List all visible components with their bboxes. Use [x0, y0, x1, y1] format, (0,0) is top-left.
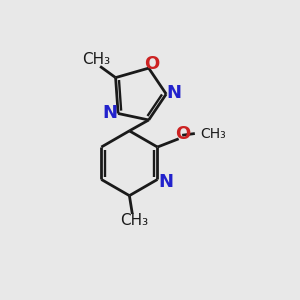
Text: CH₃: CH₃: [120, 213, 148, 228]
Text: N: N: [158, 173, 173, 191]
Text: CH₃: CH₃: [201, 127, 226, 140]
Text: O: O: [176, 124, 191, 142]
Text: N: N: [166, 84, 181, 102]
Text: CH₃: CH₃: [82, 52, 111, 68]
Text: O: O: [144, 55, 159, 73]
Text: N: N: [102, 104, 117, 122]
